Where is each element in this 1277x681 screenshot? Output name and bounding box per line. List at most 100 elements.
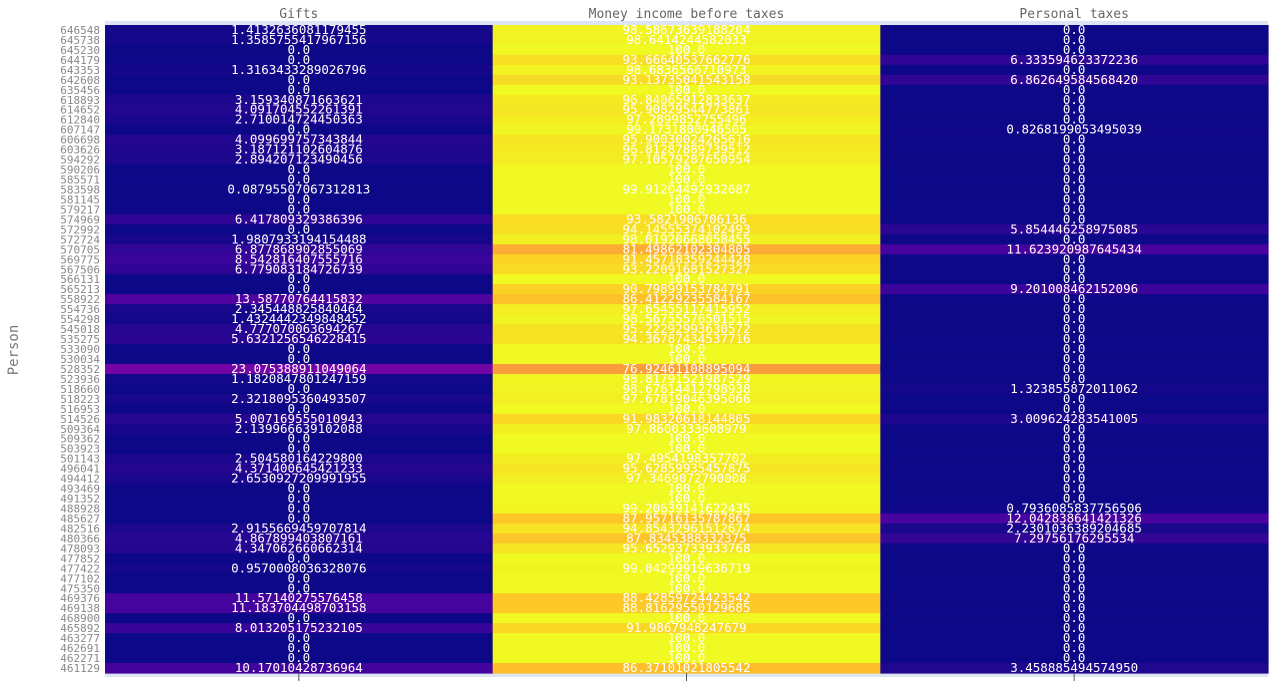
heatmap-cell [492,44,881,56]
heatmap-cell [492,34,881,46]
heatmap-cell [880,184,1269,196]
heatmap-cell [880,633,1269,644]
cell-value-label: 97.2899852755496 [626,112,746,127]
cell-value-label: 0.0 [1063,451,1086,466]
heatmap-cell [880,463,1269,475]
heatmap-cell [105,154,494,166]
cell-value-label: 0.0 [1063,371,1086,386]
cell-value-label: 0.0 [1063,630,1086,645]
cell-value-label: 2.2301036389204685 [1006,520,1141,535]
heatmap-cell [105,144,494,156]
heatmap-cell [492,403,881,415]
cell-value-label: 0.0 [1063,590,1086,605]
row-tick-label: 478093 [60,542,100,555]
cell-value-label: 0.0 [1063,471,1086,486]
heatmap-cell [105,573,494,584]
heatmap-cell [492,553,881,564]
cell-value-label: 0.8268199053495039 [1006,122,1141,137]
cell-value-label: 0.0 [1063,301,1086,316]
heatmap-cell [105,363,494,375]
cell-value-label: 98.58673639188204 [623,22,751,37]
heatmap-cell [880,383,1269,395]
cell-value-label: 11.183704498703158 [231,600,366,615]
cell-value-label: 98.6414244582033 [626,32,746,47]
column-tick-label: Gifts [279,7,318,22]
cell-value-label: 0.0 [1063,540,1086,555]
cell-value-label: 0.0 [1063,441,1086,456]
heatmap-cell [880,254,1269,265]
heatmap-cell [492,353,881,365]
cell-value-label: 94.36787434537716 [623,331,751,346]
cell-value-label: 94.85432961512674 [623,520,751,535]
cell-value-label: 0.0 [288,122,311,137]
heatmap-cell [492,363,881,375]
heatmap-cell [105,383,494,395]
cell-value-label: 87.95716135787867 [623,510,751,525]
heatmap-cell [880,403,1269,415]
cell-value-label: 97.8600333608979 [626,421,746,436]
cell-value-label: 86.41229235584167 [623,291,751,306]
cell-value-label: 99.91204492932687 [623,181,751,196]
row-tick-label: 566131 [60,273,100,286]
row-tick-label: 509362 [60,433,100,446]
heatmap-cell [880,344,1269,355]
row-tick-label: 493469 [60,483,100,496]
cell-value-label: 2.894207123490456 [235,152,363,167]
cell-value-label: 93.22091681527327 [623,261,751,276]
cell-value-label: 0.0 [1063,132,1086,147]
cell-value-label: 1.1820847801247159 [231,371,366,386]
cell-value-label: 0.0 [288,351,311,366]
cell-value-label: 0.0 [1063,251,1086,266]
heatmap-cell [880,114,1269,126]
heatmap-cell [105,254,494,265]
heatmap-cell [492,653,881,664]
heatmap-cell [492,304,881,315]
heatmap-cell [880,583,1269,594]
cell-value-label: 0.0 [1063,600,1086,615]
cell-value-label: 2.710014724450363 [235,112,363,127]
heatmap-cell [492,593,881,604]
cell-value-label: 99.1731800946505 [626,122,746,137]
cell-value-label: 100.0 [668,491,706,506]
heatmap-cell [105,54,494,66]
heatmap-cell [105,433,494,445]
heatmap-cell [880,104,1269,116]
row-tick-label: 645230 [60,44,100,57]
cell-value-label: 2.504580164229800 [235,451,363,466]
heatmap-cell [105,104,494,116]
cell-value-label: 0.0 [1063,341,1086,356]
heatmap-cell [492,473,881,485]
cell-value-label: 11.57140275576458 [235,590,363,605]
cell-value-label: 0.0 [288,52,311,67]
heatmap-cell [105,653,494,664]
heatmap-cell [105,214,494,225]
row-tick-label: 570705 [60,243,100,256]
row-tick-label: 535275 [60,333,100,346]
cell-value-label: 0.0 [288,381,311,396]
heatmap-cell [492,254,881,265]
cell-value-label: 0.0 [1063,22,1086,37]
row-tick-label: 572992 [60,223,100,236]
heatmap-cell [492,194,881,206]
heatmap-cell [105,34,494,46]
cell-value-label: 6.779083184726739 [235,261,363,276]
heatmap-cell [880,613,1269,624]
row-tick-label: 477852 [60,552,100,565]
heatmap-cell [492,214,881,225]
heatmap-cell [105,334,494,345]
heatmap-cell [492,274,881,285]
row-tick-label: 462271 [60,652,100,665]
cell-value-label: 91.9867948247679 [626,620,746,635]
heatmap-cell [880,603,1269,614]
heatmap-cell [492,264,881,275]
cell-value-label: 0.0 [1063,271,1086,286]
row-tick-label: 554298 [60,313,100,326]
cell-value-label: 0.0 [1063,201,1086,216]
cell-value-label: 4.099699757343844 [235,132,363,147]
heatmap-cell [105,663,494,674]
row-tick-label: 594292 [60,154,100,167]
row-tick-label: 646548 [60,24,100,37]
row-tick-label: 644179 [60,54,100,67]
heatmap-cell [105,274,494,285]
row-tick-label: 574969 [60,213,100,226]
